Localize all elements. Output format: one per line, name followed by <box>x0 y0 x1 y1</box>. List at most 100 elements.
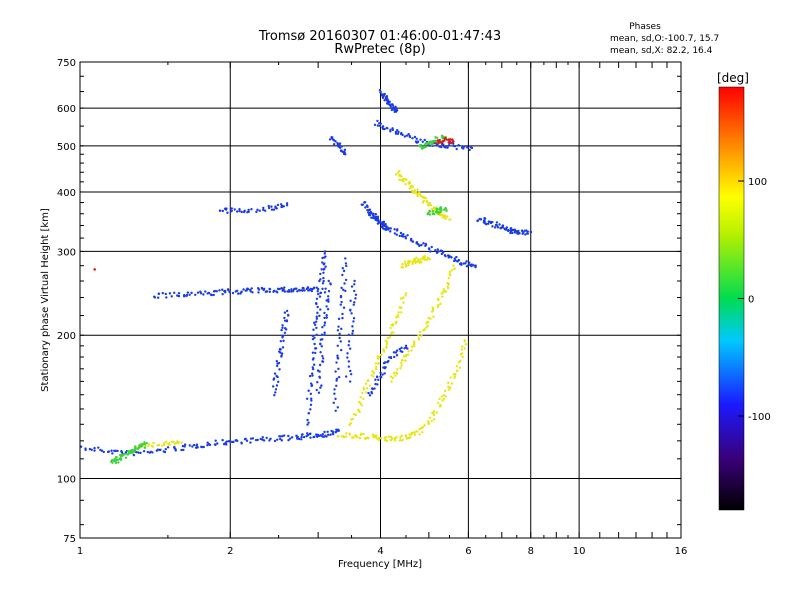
data-point <box>279 348 282 351</box>
data-point <box>419 193 422 196</box>
data-point <box>337 367 340 371</box>
data-point <box>435 208 439 212</box>
data-point <box>321 326 324 329</box>
data-point <box>323 256 326 259</box>
data-point <box>402 355 406 358</box>
data-point <box>322 279 325 283</box>
data-point <box>321 433 325 436</box>
data-point <box>321 282 325 285</box>
data-point <box>402 301 405 304</box>
data-point <box>432 413 436 417</box>
data-point <box>412 191 415 195</box>
data-point <box>348 380 352 383</box>
data-point <box>434 136 437 139</box>
data-point <box>433 139 436 143</box>
data-point <box>491 225 494 228</box>
data-point <box>448 273 452 277</box>
data-point <box>377 438 381 442</box>
y-tick-label: 200 <box>57 331 76 342</box>
data-point <box>404 294 407 297</box>
data-point <box>377 378 380 382</box>
data-point <box>224 441 227 445</box>
data-point <box>348 433 352 436</box>
data-point <box>427 202 431 206</box>
data-point <box>478 217 481 221</box>
data-point <box>270 205 273 208</box>
data-point <box>410 349 413 352</box>
data-point <box>208 443 212 447</box>
data-point <box>408 186 411 190</box>
data-point <box>509 229 512 232</box>
data-point <box>520 229 524 232</box>
data-point <box>174 449 177 452</box>
data-point <box>411 262 414 266</box>
data-point <box>309 432 312 435</box>
data-point <box>400 346 403 350</box>
colorbar-tick-label: -100 <box>748 412 771 423</box>
data-point <box>524 233 527 236</box>
data-point <box>318 363 322 367</box>
data-point <box>323 331 326 334</box>
data-point <box>90 448 93 452</box>
data-point <box>350 312 353 315</box>
data-point <box>361 391 364 395</box>
data-point <box>274 205 277 208</box>
data-point <box>283 316 286 320</box>
data-point <box>396 315 400 318</box>
data-point <box>419 143 423 147</box>
data-point <box>301 289 304 292</box>
data-point <box>408 181 411 185</box>
data-point <box>362 386 365 390</box>
data-point <box>327 433 330 436</box>
data-point <box>431 210 435 213</box>
data-point <box>459 359 462 363</box>
data-point <box>276 291 279 294</box>
data-point <box>321 338 324 341</box>
data-point <box>316 381 319 384</box>
data-point <box>324 265 327 268</box>
data-point <box>401 263 404 266</box>
data-point <box>415 430 418 433</box>
data-point <box>354 297 357 300</box>
data-point <box>324 250 327 253</box>
colorbar-unit: [deg] <box>717 71 749 85</box>
data-point <box>146 450 149 454</box>
data-point <box>316 369 320 372</box>
data-point <box>398 169 401 173</box>
data-point <box>447 385 450 388</box>
data-point <box>383 361 387 364</box>
data-point <box>300 435 303 439</box>
data-point <box>431 306 434 309</box>
data-point <box>361 203 364 206</box>
data-point <box>281 287 284 290</box>
data-point <box>321 357 325 360</box>
data-point <box>440 209 443 212</box>
data-point <box>310 372 314 375</box>
data-point <box>419 138 422 141</box>
data-point <box>296 437 299 440</box>
data-point <box>351 332 354 335</box>
data-point <box>236 292 240 295</box>
data-point <box>352 303 355 306</box>
data-point <box>373 123 377 127</box>
data-point <box>393 228 396 231</box>
data-point <box>389 103 392 106</box>
data-point <box>440 134 444 138</box>
data-point <box>391 106 394 110</box>
data-point <box>347 360 351 363</box>
data-point <box>418 433 421 436</box>
data-point <box>350 436 354 439</box>
data-point <box>339 340 342 343</box>
data-point <box>409 260 412 263</box>
data-point <box>496 226 500 229</box>
data-point <box>250 287 253 290</box>
data-point <box>446 146 449 149</box>
data-point <box>368 384 372 387</box>
data-point <box>349 369 352 373</box>
x-tick-label: 10 <box>573 546 586 557</box>
data-point <box>354 413 358 417</box>
data-point <box>344 375 348 378</box>
data-point <box>514 229 518 233</box>
data-point <box>327 279 330 283</box>
data-point <box>183 445 186 448</box>
